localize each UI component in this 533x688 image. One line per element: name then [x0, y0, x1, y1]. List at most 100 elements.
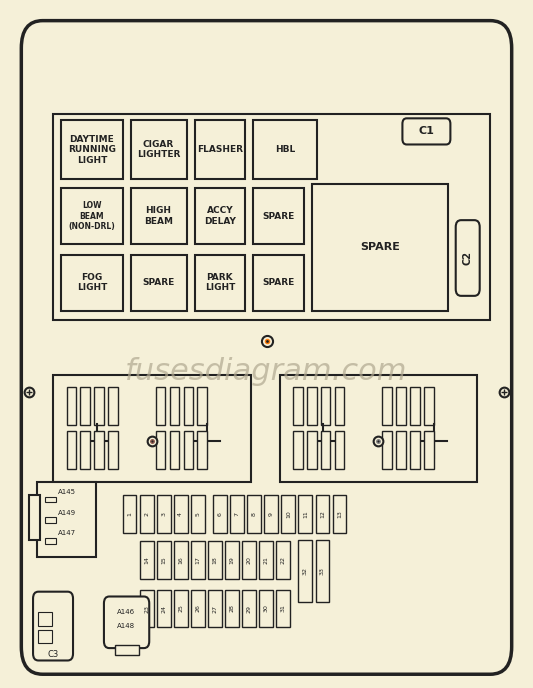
Bar	[45, 538, 56, 544]
Bar	[225, 590, 239, 627]
Text: 28: 28	[229, 605, 235, 612]
Bar	[140, 495, 154, 533]
Text: 10: 10	[286, 510, 291, 518]
Text: 26: 26	[195, 605, 200, 612]
Text: 23: 23	[144, 605, 149, 612]
Text: 19: 19	[229, 557, 235, 564]
Text: 3: 3	[161, 513, 166, 516]
Bar	[259, 541, 273, 579]
Bar	[276, 590, 290, 627]
Text: HBL: HBL	[275, 145, 295, 154]
Text: 9: 9	[269, 513, 274, 516]
Text: 18: 18	[212, 557, 217, 564]
Bar	[156, 431, 165, 469]
Bar	[123, 495, 136, 533]
Bar	[61, 188, 123, 244]
Bar	[253, 255, 304, 311]
Text: 2: 2	[144, 513, 149, 516]
Bar	[253, 120, 317, 179]
Bar	[67, 431, 76, 469]
Text: 22: 22	[280, 557, 286, 564]
Text: SPARE: SPARE	[262, 211, 295, 221]
Bar	[108, 431, 118, 469]
Bar	[140, 541, 154, 579]
Bar	[230, 495, 244, 533]
Bar	[396, 431, 406, 469]
Bar	[45, 517, 56, 523]
Bar	[131, 188, 187, 244]
Text: 32: 32	[303, 567, 308, 575]
Text: SPARE: SPARE	[262, 278, 295, 288]
Text: fusesdiagram.com: fusesdiagram.com	[125, 357, 408, 386]
Bar	[410, 431, 419, 469]
Bar	[242, 541, 256, 579]
Bar	[195, 188, 245, 244]
Text: 33: 33	[320, 567, 325, 575]
Bar	[140, 590, 154, 627]
Bar	[157, 495, 171, 533]
Text: 12: 12	[320, 510, 325, 518]
Bar	[174, 541, 188, 579]
Bar	[281, 495, 295, 533]
Bar	[174, 495, 188, 533]
FancyBboxPatch shape	[456, 220, 480, 296]
Bar	[195, 120, 245, 179]
Bar	[247, 495, 261, 533]
Bar	[108, 387, 118, 425]
Text: C1: C1	[418, 127, 434, 136]
Bar	[312, 184, 448, 311]
Bar	[307, 387, 317, 425]
Text: 5: 5	[195, 513, 200, 516]
Text: 11: 11	[303, 510, 308, 518]
Text: 31: 31	[280, 605, 286, 612]
Bar	[80, 431, 90, 469]
Bar	[335, 387, 344, 425]
Text: 27: 27	[212, 605, 217, 612]
Bar	[335, 431, 344, 469]
Text: 16: 16	[178, 557, 183, 564]
Bar	[37, 482, 96, 557]
Bar	[131, 255, 187, 311]
Bar	[382, 431, 392, 469]
Bar	[213, 495, 227, 533]
Bar	[53, 114, 490, 320]
Bar	[293, 387, 303, 425]
Text: CIGAR
LIGHTER: CIGAR LIGHTER	[137, 140, 180, 160]
Text: 13: 13	[337, 510, 342, 518]
Text: 29: 29	[246, 605, 252, 612]
Bar	[298, 495, 312, 533]
Bar	[169, 431, 179, 469]
Text: 21: 21	[263, 557, 269, 564]
Text: DAYTIME
RUNNING
LIGHT: DAYTIME RUNNING LIGHT	[68, 135, 116, 164]
Text: 7: 7	[235, 513, 240, 516]
Text: 14: 14	[144, 557, 149, 564]
Bar	[293, 431, 303, 469]
Bar	[276, 541, 290, 579]
Bar	[80, 387, 90, 425]
Bar	[45, 497, 56, 502]
Bar	[208, 541, 222, 579]
FancyBboxPatch shape	[21, 21, 512, 674]
Text: A148: A148	[117, 623, 135, 629]
Bar	[38, 630, 52, 643]
Text: A149: A149	[58, 510, 76, 515]
Text: 15: 15	[161, 557, 166, 564]
Bar	[280, 375, 477, 482]
Bar	[157, 590, 171, 627]
Text: HIGH
BEAM: HIGH BEAM	[144, 206, 173, 226]
Text: PARK
LIGHT: PARK LIGHT	[205, 273, 235, 292]
Bar	[191, 590, 205, 627]
Bar	[183, 387, 193, 425]
Text: C2: C2	[463, 251, 472, 265]
Bar	[191, 495, 205, 533]
Text: FLASHER: FLASHER	[197, 145, 243, 154]
Text: 20: 20	[246, 557, 252, 564]
Bar	[321, 431, 330, 469]
Bar	[94, 431, 104, 469]
Text: A146: A146	[117, 610, 135, 615]
Bar	[61, 120, 123, 179]
Bar	[195, 255, 245, 311]
Bar	[424, 387, 433, 425]
Bar	[333, 495, 346, 533]
Bar	[382, 387, 392, 425]
